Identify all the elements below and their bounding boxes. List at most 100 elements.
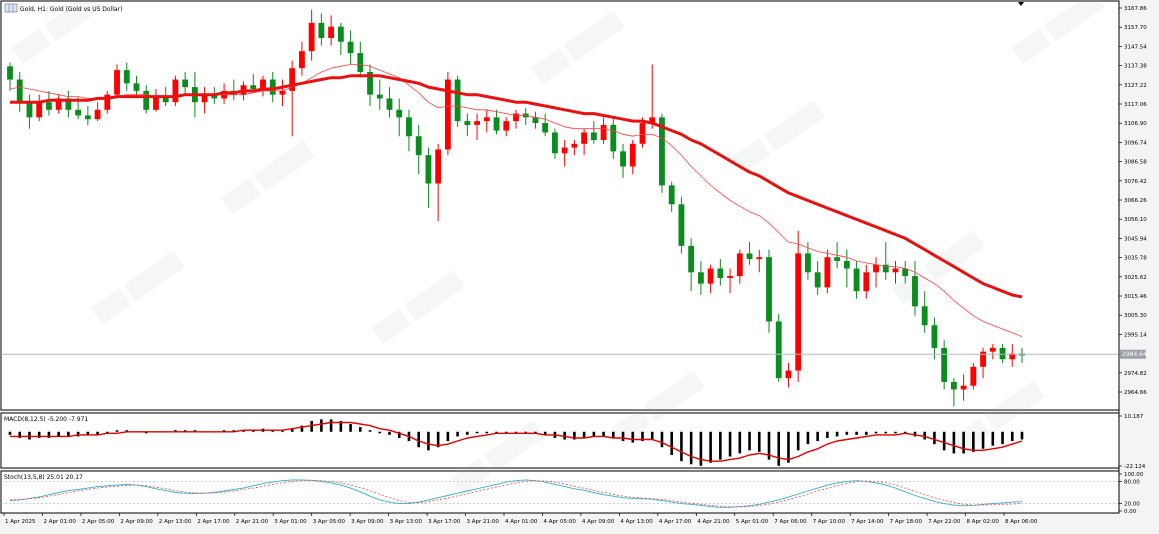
candle-body bbox=[960, 385, 967, 390]
watermark-layer bbox=[11, 0, 1105, 495]
ma-slow-line bbox=[10, 74, 1023, 299]
macd-bar bbox=[485, 431, 489, 434]
candle-body bbox=[182, 79, 189, 88]
candle-body bbox=[55, 98, 62, 110]
macd-bar bbox=[320, 419, 323, 432]
macd-bar bbox=[621, 431, 625, 442]
time-tick-label: 7 Apr 06:00 bbox=[774, 519, 807, 525]
stoch-tick-label: 0.00 bbox=[1124, 509, 1137, 515]
macd-bar bbox=[972, 431, 975, 452]
macd-bar bbox=[329, 419, 333, 432]
watermark-logo bbox=[371, 270, 465, 345]
candle-body bbox=[396, 109, 403, 118]
candle-body bbox=[308, 22, 315, 52]
macd-bar bbox=[816, 431, 819, 442]
candle-body bbox=[931, 325, 938, 348]
stoch-panel[interactable] bbox=[0, 470, 1120, 514]
macd-label: MACD(8,12,5) -5.200 -7.971 bbox=[4, 416, 88, 423]
candle-body bbox=[950, 381, 957, 390]
watermark-logo bbox=[611, 370, 705, 445]
stoch-tick-label: 100.00 bbox=[1124, 472, 1144, 478]
candle-body bbox=[775, 321, 782, 379]
candle-body bbox=[16, 79, 23, 103]
macd-bar bbox=[845, 431, 849, 435]
candle-body bbox=[980, 351, 986, 367]
candle-body bbox=[590, 132, 597, 141]
candle-body bbox=[542, 123, 549, 133]
candle-body bbox=[114, 70, 120, 95]
current-price-value: 2984.64 bbox=[1122, 351, 1147, 358]
candle-body bbox=[814, 272, 821, 288]
candle-body bbox=[513, 113, 519, 122]
candle-body bbox=[269, 79, 276, 95]
macd-scale[interactable]: 10.187 -22.124 bbox=[1119, 414, 1146, 470]
candle-body bbox=[873, 264, 879, 273]
candle-body bbox=[697, 272, 704, 284]
macd-bar bbox=[981, 431, 985, 449]
macd-bar bbox=[96, 431, 99, 435]
current-price-tag: 2984.64 bbox=[1120, 349, 1147, 359]
candle-body bbox=[376, 94, 383, 99]
candle-body bbox=[133, 83, 140, 91]
candle-body bbox=[785, 370, 792, 379]
macd-bar bbox=[835, 431, 839, 437]
candle-body bbox=[746, 253, 753, 260]
shift-marker-icon[interactable] bbox=[1018, 2, 1024, 6]
macd-bar bbox=[757, 431, 761, 452]
stoch-label: Stoch(13,5,8) 25.01 20.17 bbox=[4, 474, 83, 481]
macd-bar bbox=[602, 431, 605, 437]
price-scale[interactable]: 3167.86 3157.70 3147.54 3137.38 3127.22 3117.… bbox=[1118, 1, 1147, 513]
time-tick-label: 3 Apr 13:00 bbox=[390, 519, 423, 525]
macd-bar bbox=[806, 431, 810, 445]
macd-bar bbox=[709, 431, 712, 463]
macd-bar bbox=[787, 431, 790, 463]
macd-bar bbox=[991, 431, 995, 446]
candle-body bbox=[659, 117, 665, 186]
candle-body bbox=[386, 98, 393, 110]
time-tick-label: 7 Apr 22:00 bbox=[928, 519, 961, 525]
time-tick-label: 4 Apr 01:00 bbox=[505, 519, 538, 525]
macd-bar bbox=[37, 431, 41, 438]
macd-bar bbox=[719, 431, 722, 460]
chart-title: Gold, H1: Gold (Gold vs US Dollar) bbox=[20, 6, 122, 13]
candle-body bbox=[688, 245, 695, 273]
candle-body bbox=[318, 22, 325, 38]
macd-bar bbox=[339, 420, 343, 432]
candle-body bbox=[36, 102, 43, 118]
price-tick-label: 3147.54 bbox=[1124, 44, 1147, 50]
candle-body bbox=[425, 155, 432, 184]
stoch-tick-label: 20.00 bbox=[1124, 502, 1140, 508]
candle-body bbox=[474, 121, 480, 125]
macd-bar bbox=[417, 431, 420, 448]
macd-bar bbox=[144, 431, 148, 434]
candle-body bbox=[503, 121, 510, 131]
time-axis[interactable]: 1 Apr 2025 2 Apr 01:00 2 Apr 05:00 2 Apr 09… bbox=[1, 512, 1119, 525]
macd-panel[interactable] bbox=[0, 412, 1120, 469]
price-tick-label: 3025.62 bbox=[1124, 275, 1147, 281]
candle-body bbox=[143, 90, 150, 110]
macd-bar bbox=[47, 431, 51, 438]
time-tick-label: 4 Apr 09:00 bbox=[582, 519, 615, 525]
chart-menu-icon[interactable] bbox=[4, 3, 18, 13]
time-tick-label: 2 Apr 05:00 bbox=[82, 519, 115, 525]
candle-body bbox=[561, 147, 568, 154]
macd-bar bbox=[125, 430, 129, 432]
macd-bar bbox=[903, 431, 907, 434]
candle-body bbox=[201, 94, 208, 103]
macd-bar bbox=[767, 431, 771, 460]
candle-body bbox=[756, 257, 763, 260]
macd-bar bbox=[728, 431, 732, 457]
watermark-logo bbox=[11, 0, 105, 65]
time-tick-label: 2 Apr 09:00 bbox=[120, 519, 153, 525]
candle-body bbox=[766, 257, 772, 322]
candle-body bbox=[337, 26, 344, 42]
watermark-logo bbox=[531, 10, 625, 85]
macd-bar bbox=[281, 430, 284, 432]
price-tick-label: 3076.42 bbox=[1124, 179, 1147, 185]
time-tick-label: 2 Apr 17:00 bbox=[197, 519, 230, 525]
watermark-logo bbox=[951, 380, 1045, 455]
macd-bar bbox=[962, 431, 965, 454]
time-tick-label: 5 Apr 01:00 bbox=[736, 519, 769, 525]
